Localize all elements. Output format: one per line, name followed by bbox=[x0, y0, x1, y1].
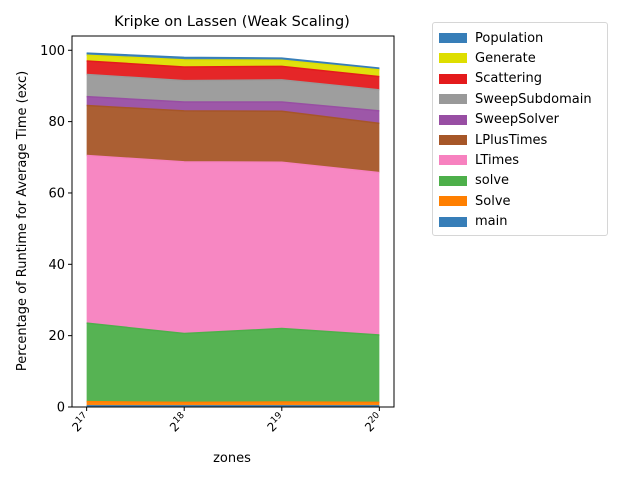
legend-swatch bbox=[439, 135, 467, 145]
legend-swatch bbox=[439, 175, 467, 186]
x-tick-label: 220 bbox=[361, 410, 385, 434]
area-edge-sweepsubdomain bbox=[86, 73, 380, 91]
legend-label: SweepSolver bbox=[475, 112, 559, 128]
area-scattering bbox=[86, 60, 380, 90]
area-edge-population bbox=[86, 52, 380, 69]
legend-swatch bbox=[439, 216, 467, 227]
legend-item-population: Population bbox=[439, 30, 543, 46]
y-axis-ticks: 0 20 40 60 80 100 bbox=[40, 44, 72, 416]
legend: Population Generate Scattering SweepSubdoma… bbox=[432, 22, 608, 236]
area-population bbox=[86, 53, 380, 70]
x-axis-ticks: 217 218 219 220 bbox=[69, 407, 385, 435]
area-edge-solve bbox=[86, 400, 380, 404]
plot-frame bbox=[71, 35, 395, 408]
y-tick-label: 20 bbox=[48, 329, 65, 344]
area-sweepsubdomain bbox=[86, 74, 380, 111]
x-axis-label: zones bbox=[213, 451, 251, 466]
legend-item-sweepsolver: SweepSolver bbox=[439, 112, 559, 128]
area-edge-solve bbox=[86, 322, 380, 336]
x-tick-label: 219 bbox=[264, 410, 288, 434]
legend-swatch bbox=[439, 155, 467, 166]
legend-item-lplustimes: LPlusTimes bbox=[439, 132, 547, 148]
y-tick-label: 60 bbox=[48, 186, 65, 201]
legend-swatch bbox=[439, 196, 467, 207]
x-tick-label: 218 bbox=[166, 410, 190, 434]
legend-swatch bbox=[439, 73, 467, 84]
legend-item-generate: Generate bbox=[439, 50, 536, 66]
legend-label: Solve bbox=[475, 193, 511, 209]
area-lplustimes bbox=[86, 105, 380, 173]
legend-swatch bbox=[439, 53, 467, 64]
y-axis-label: Percentage of Runtime for Average Time (… bbox=[15, 71, 30, 371]
y-tick-label: 80 bbox=[48, 115, 65, 130]
y-tick-label: 0 bbox=[57, 401, 65, 416]
y-tick-label: 40 bbox=[48, 258, 65, 273]
legend-swatch bbox=[439, 114, 467, 125]
area-edge-ltimes bbox=[86, 154, 380, 174]
area-edge-scattering bbox=[86, 60, 380, 78]
chart-title: Kripke on Lassen (Weak Scaling) bbox=[114, 14, 350, 30]
area-edge-sweepsolver bbox=[86, 95, 380, 112]
legend-item-solve: solve bbox=[439, 173, 509, 189]
legend-label: LTimes bbox=[475, 152, 520, 168]
legend-label: Scattering bbox=[475, 71, 543, 87]
legend-item-sweepsubdomain: SweepSubdomain bbox=[439, 91, 592, 107]
legend-item-ltimes: LTimes bbox=[439, 152, 519, 168]
legend-item-solve: Solve bbox=[439, 193, 511, 209]
legend-label: Population bbox=[475, 30, 544, 46]
x-tick-label: 217 bbox=[69, 411, 93, 435]
legend-label: main bbox=[475, 214, 508, 230]
legend-swatch bbox=[439, 33, 467, 43]
area-edge-lines bbox=[86, 52, 380, 407]
y-tick-label: 100 bbox=[40, 44, 65, 59]
area-ltimes bbox=[86, 155, 380, 335]
legend-label: solve bbox=[475, 173, 510, 189]
legend-item-main: main bbox=[439, 214, 507, 230]
area-solve bbox=[86, 323, 380, 403]
area-sweepsolver bbox=[86, 96, 380, 124]
area-edge-generate bbox=[86, 54, 380, 71]
area-series-group bbox=[86, 53, 380, 407]
legend-label: SweepSubdomain bbox=[475, 91, 592, 107]
legend-label: LPlusTimes bbox=[475, 132, 548, 148]
legend-label: Generate bbox=[475, 50, 536, 66]
legend-swatch bbox=[439, 94, 467, 105]
legend-item-scattering: Scattering bbox=[439, 71, 542, 87]
area-edge-lplustimes bbox=[86, 104, 380, 125]
